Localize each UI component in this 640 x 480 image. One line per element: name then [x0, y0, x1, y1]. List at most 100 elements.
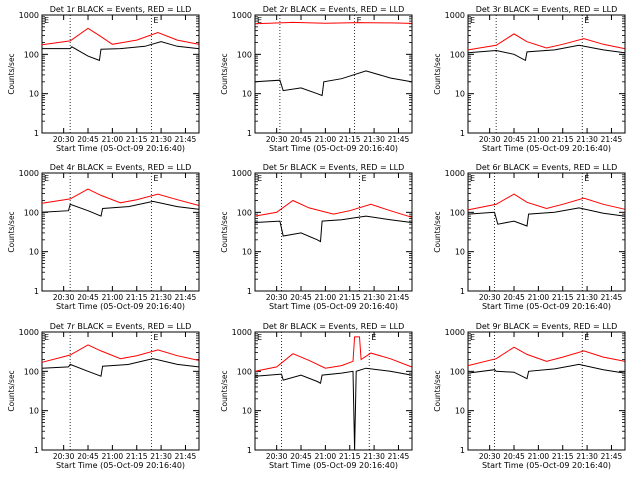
- panel-title: Det 8r BLACK = Events, RED = LLD: [263, 322, 405, 331]
- x-tick-label: 21:30: [363, 452, 385, 461]
- x-tick-label: 21:00: [102, 452, 124, 461]
- x-tick-label: 21:15: [126, 135, 148, 144]
- marker-label: E: [153, 333, 158, 342]
- y-tick-label: 10: [242, 248, 252, 257]
- y-tick-label: 10: [242, 407, 252, 416]
- y-tick-label: 100: [24, 208, 39, 217]
- panel-title: Det 2r BLACK = Events, RED = LLD: [263, 5, 405, 14]
- marker-label: E: [153, 16, 158, 25]
- x-axis-label: Start Time (05-Oct-09 20:16:40): [482, 144, 611, 153]
- x-tick-label: 21:00: [315, 452, 337, 461]
- detector-panel: Det 9r BLACK = Events, RED = LLD 1 10 100 10…: [433, 322, 626, 470]
- x-tick-label: 20:45: [290, 135, 312, 144]
- events-series-line: [254, 367, 412, 451]
- detector-panel: Det 4r BLACK = Events, RED = LLD 1 10 100 10…: [7, 163, 200, 311]
- y-axis-label: Counts/sec: [7, 53, 16, 94]
- y-tick-label: 10: [455, 248, 465, 257]
- marker-label: E: [44, 174, 49, 183]
- lld-series-line: [41, 188, 199, 206]
- x-tick-label: 21:30: [363, 293, 385, 302]
- x-tick-label: 21:00: [315, 293, 337, 302]
- x-tick-label: 21:30: [576, 135, 598, 144]
- x-tick-label: 20:45: [77, 452, 99, 461]
- y-axis-label: Counts/sec: [433, 53, 442, 94]
- y-axis-label: Counts/sec: [220, 211, 229, 252]
- detector-panel: Det 6r BLACK = Events, RED = LLD 1 10 100 10…: [433, 163, 626, 311]
- x-tick-label: 21:45: [175, 135, 197, 144]
- marker-label: E: [44, 16, 49, 25]
- plot-frame: [41, 331, 200, 451]
- x-tick-label: 20:45: [290, 293, 312, 302]
- x-tick-label: 21:30: [576, 293, 598, 302]
- x-tick-label: 21:30: [576, 452, 598, 461]
- marker-label: E: [584, 174, 589, 183]
- y-tick-label: 1000: [445, 11, 465, 20]
- x-tick-label: 21:45: [388, 293, 410, 302]
- x-axis-label: Start Time (05-Oct-09 20:16:40): [269, 302, 398, 311]
- x-axis-label: Start Time (05-Oct-09 20:16:40): [482, 461, 611, 470]
- y-tick-label: 1000: [19, 169, 39, 178]
- x-tick-label: 21:15: [339, 293, 361, 302]
- y-tick-label: 1: [460, 446, 465, 455]
- plot-frame: [467, 331, 626, 451]
- x-tick-label: 20:45: [503, 452, 525, 461]
- marker-label: E: [584, 333, 589, 342]
- x-tick-label: 21:45: [601, 452, 623, 461]
- y-tick-label: 1000: [232, 328, 252, 337]
- y-tick-label: 100: [237, 208, 252, 217]
- y-tick-label: 1000: [232, 169, 252, 178]
- y-tick-label: 1: [247, 446, 252, 455]
- x-axis-label: Start Time (05-Oct-09 20:16:40): [56, 144, 185, 153]
- x-tick-label: 21:00: [528, 293, 550, 302]
- marker-label: E: [257, 16, 262, 25]
- detector-panel: Det 1r BLACK = Events, RED = LLD 1 10 100 10…: [7, 5, 200, 153]
- detector-panel: Det 5r BLACK = Events, RED = LLD 1 10 100 10…: [220, 163, 413, 311]
- y-axis-label: Counts/sec: [220, 370, 229, 411]
- marker-label: E: [470, 333, 475, 342]
- x-tick-label: 20:45: [503, 293, 525, 302]
- marker-label: E: [361, 174, 366, 183]
- x-tick-label: 21:45: [388, 135, 410, 144]
- marker-label: E: [371, 333, 376, 342]
- x-tick-label: 21:45: [601, 293, 623, 302]
- y-tick-label: 1: [247, 129, 252, 138]
- x-tick-label: 20:45: [290, 452, 312, 461]
- y-tick-label: 10: [29, 90, 39, 99]
- plot-frame: [467, 14, 626, 134]
- x-tick-label: 20:30: [53, 135, 75, 144]
- lld-series-line: [467, 193, 625, 211]
- lld-series-line: [41, 344, 199, 363]
- marker-label: E: [470, 174, 475, 183]
- x-tick-label: 21:00: [315, 135, 337, 144]
- y-tick-label: 10: [455, 90, 465, 99]
- y-tick-label: 1000: [445, 169, 465, 178]
- y-tick-label: 100: [450, 50, 465, 59]
- y-tick-label: 100: [450, 208, 465, 217]
- y-tick-label: 1000: [445, 328, 465, 337]
- y-tick-label: 100: [24, 367, 39, 376]
- detector-panel: Det 2r BLACK = Events, RED = LLD 1 10 100 10…: [220, 5, 413, 153]
- x-tick-label: 20:30: [479, 452, 501, 461]
- lld-series-line: [254, 199, 412, 218]
- y-tick-label: 100: [450, 367, 465, 376]
- x-tick-label: 20:45: [503, 135, 525, 144]
- plot-frame: [254, 14, 413, 134]
- y-tick-label: 10: [242, 90, 252, 99]
- detector-panel: Det 3r BLACK = Events, RED = LLD 1 10 100 10…: [433, 5, 626, 153]
- x-tick-label: 20:30: [479, 135, 501, 144]
- x-tick-label: 21:00: [528, 135, 550, 144]
- events-series-line: [42, 41, 199, 62]
- x-tick-label: 20:45: [77, 293, 99, 302]
- marker-label: E: [470, 16, 475, 25]
- y-axis-label: Counts/sec: [7, 370, 16, 411]
- x-tick-label: 20:30: [266, 135, 288, 144]
- panel-title: Det 7r BLACK = Events, RED = LLD: [50, 322, 192, 331]
- events-series-line: [467, 363, 625, 380]
- x-axis-label: Start Time (05-Oct-09 20:16:40): [56, 302, 185, 311]
- y-axis-label: Counts/sec: [220, 53, 229, 94]
- x-axis-label: Start Time (05-Oct-09 20:16:40): [269, 144, 398, 153]
- y-tick-label: 100: [24, 50, 39, 59]
- y-axis-label: Counts/sec: [7, 211, 16, 252]
- x-tick-label: 20:30: [53, 452, 75, 461]
